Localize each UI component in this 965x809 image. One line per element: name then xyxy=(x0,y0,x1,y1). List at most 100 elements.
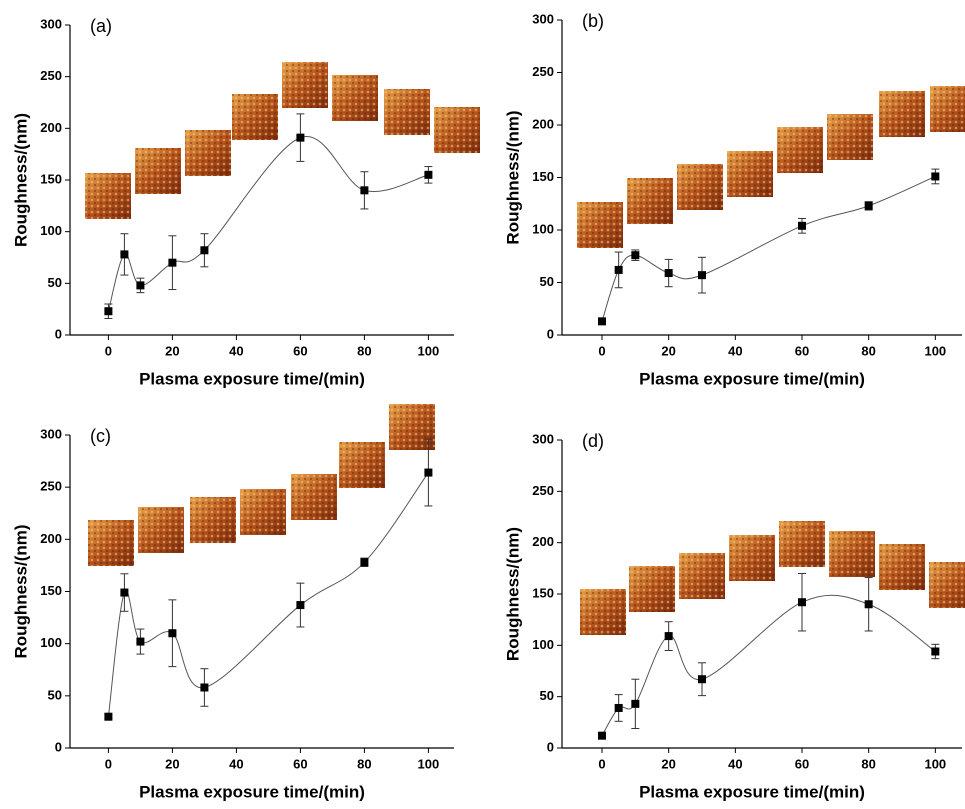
panel-label: (d) xyxy=(582,431,604,451)
y-tick-label: 50 xyxy=(540,688,554,703)
data-point xyxy=(296,134,304,142)
data-point xyxy=(798,222,806,230)
data-point xyxy=(598,732,606,740)
afm-texture xyxy=(779,521,825,567)
data-point xyxy=(296,601,304,609)
y-tick-label: 300 xyxy=(40,426,62,441)
y-tick-label: 0 xyxy=(55,326,62,341)
data-point xyxy=(104,307,112,315)
data-point xyxy=(665,269,673,277)
data-point xyxy=(168,259,176,267)
data-point xyxy=(615,266,623,274)
figure: 050100150200250300020406080100Plasma exp… xyxy=(0,0,965,809)
data-point xyxy=(136,281,144,289)
y-tick-label: 0 xyxy=(547,739,554,754)
x-tick-label: 0 xyxy=(598,756,605,771)
data-point xyxy=(136,638,144,646)
afm-texture xyxy=(282,62,328,108)
data-point xyxy=(798,598,806,606)
panel-label: (c) xyxy=(90,426,111,446)
data-point xyxy=(865,202,873,210)
afm-texture xyxy=(729,535,775,581)
y-axis-title: Roughness/(nm) xyxy=(503,110,522,244)
data-point xyxy=(424,171,432,179)
x-tick-label: 100 xyxy=(418,343,440,358)
y-tick-label: 50 xyxy=(48,275,62,290)
afm-texture xyxy=(879,544,925,590)
x-tick-label: 100 xyxy=(924,756,946,771)
afm-texture xyxy=(240,489,286,535)
data-point xyxy=(424,469,432,477)
x-tick-label: 40 xyxy=(229,756,243,771)
x-axis-title: Plasma exposure time/(min) xyxy=(639,369,865,388)
y-tick-label: 100 xyxy=(532,637,554,652)
y-tick-label: 100 xyxy=(40,223,62,238)
afm-texture xyxy=(580,589,626,635)
data-point xyxy=(931,172,939,180)
x-tick-label: 60 xyxy=(795,756,809,771)
x-tick-label: 0 xyxy=(105,756,112,771)
afm-texture xyxy=(190,497,236,543)
y-tick-label: 250 xyxy=(532,64,554,79)
panel-label: (b) xyxy=(582,11,604,31)
data-point xyxy=(631,700,639,708)
y-tick-label: 200 xyxy=(532,116,554,131)
afm-texture xyxy=(434,107,480,153)
x-tick-label: 40 xyxy=(728,343,742,358)
data-point xyxy=(598,317,606,325)
y-axis-title: Roughness/(nm) xyxy=(503,527,522,661)
afm-texture xyxy=(929,562,965,608)
afm-texture xyxy=(677,164,723,210)
x-tick-label: 0 xyxy=(598,343,605,358)
x-tick-label: 0 xyxy=(105,343,112,358)
afm-texture xyxy=(85,173,131,219)
y-tick-label: 250 xyxy=(532,483,554,498)
x-tick-label: 20 xyxy=(661,343,675,358)
data-point xyxy=(615,704,623,712)
afm-texture xyxy=(384,89,430,135)
afm-texture xyxy=(88,520,134,566)
afm-texture xyxy=(185,130,231,176)
fit-curve xyxy=(602,595,935,736)
data-point xyxy=(168,629,176,637)
y-tick-label: 50 xyxy=(48,687,62,702)
x-tick-label: 100 xyxy=(924,343,946,358)
y-tick-label: 150 xyxy=(40,171,62,186)
x-tick-label: 60 xyxy=(293,343,307,358)
data-point xyxy=(104,713,112,721)
y-tick-label: 0 xyxy=(55,739,62,754)
afm-texture xyxy=(332,75,378,121)
y-tick-label: 150 xyxy=(532,585,554,600)
y-tick-label: 250 xyxy=(40,68,62,83)
y-tick-label: 200 xyxy=(40,531,62,546)
afm-texture xyxy=(930,86,965,132)
afm-texture xyxy=(138,507,184,553)
afm-texture xyxy=(577,202,623,248)
afm-texture xyxy=(339,442,385,488)
data-point xyxy=(665,632,673,640)
x-axis-title: Plasma exposure time/(min) xyxy=(639,782,865,801)
y-tick-label: 300 xyxy=(532,431,554,446)
y-tick-label: 150 xyxy=(40,583,62,598)
data-point xyxy=(631,251,639,259)
afm-texture xyxy=(627,178,673,224)
y-tick-label: 150 xyxy=(532,169,554,184)
x-tick-label: 40 xyxy=(728,756,742,771)
afm-texture xyxy=(232,94,278,140)
afm-texture xyxy=(679,553,725,599)
data-point xyxy=(360,186,368,194)
x-tick-label: 80 xyxy=(357,343,371,358)
y-axis-title: Roughness/(nm) xyxy=(11,113,30,247)
afm-texture xyxy=(629,566,675,612)
data-point xyxy=(200,683,208,691)
x-tick-label: 80 xyxy=(861,343,875,358)
data-point xyxy=(931,647,939,655)
x-tick-label: 20 xyxy=(165,343,179,358)
afm-texture xyxy=(135,148,181,194)
y-tick-label: 200 xyxy=(40,120,62,135)
y-tick-label: 250 xyxy=(40,479,62,494)
afm-texture xyxy=(829,531,875,577)
x-tick-label: 80 xyxy=(357,756,371,771)
y-tick-label: 300 xyxy=(40,16,62,31)
data-point xyxy=(698,271,706,279)
